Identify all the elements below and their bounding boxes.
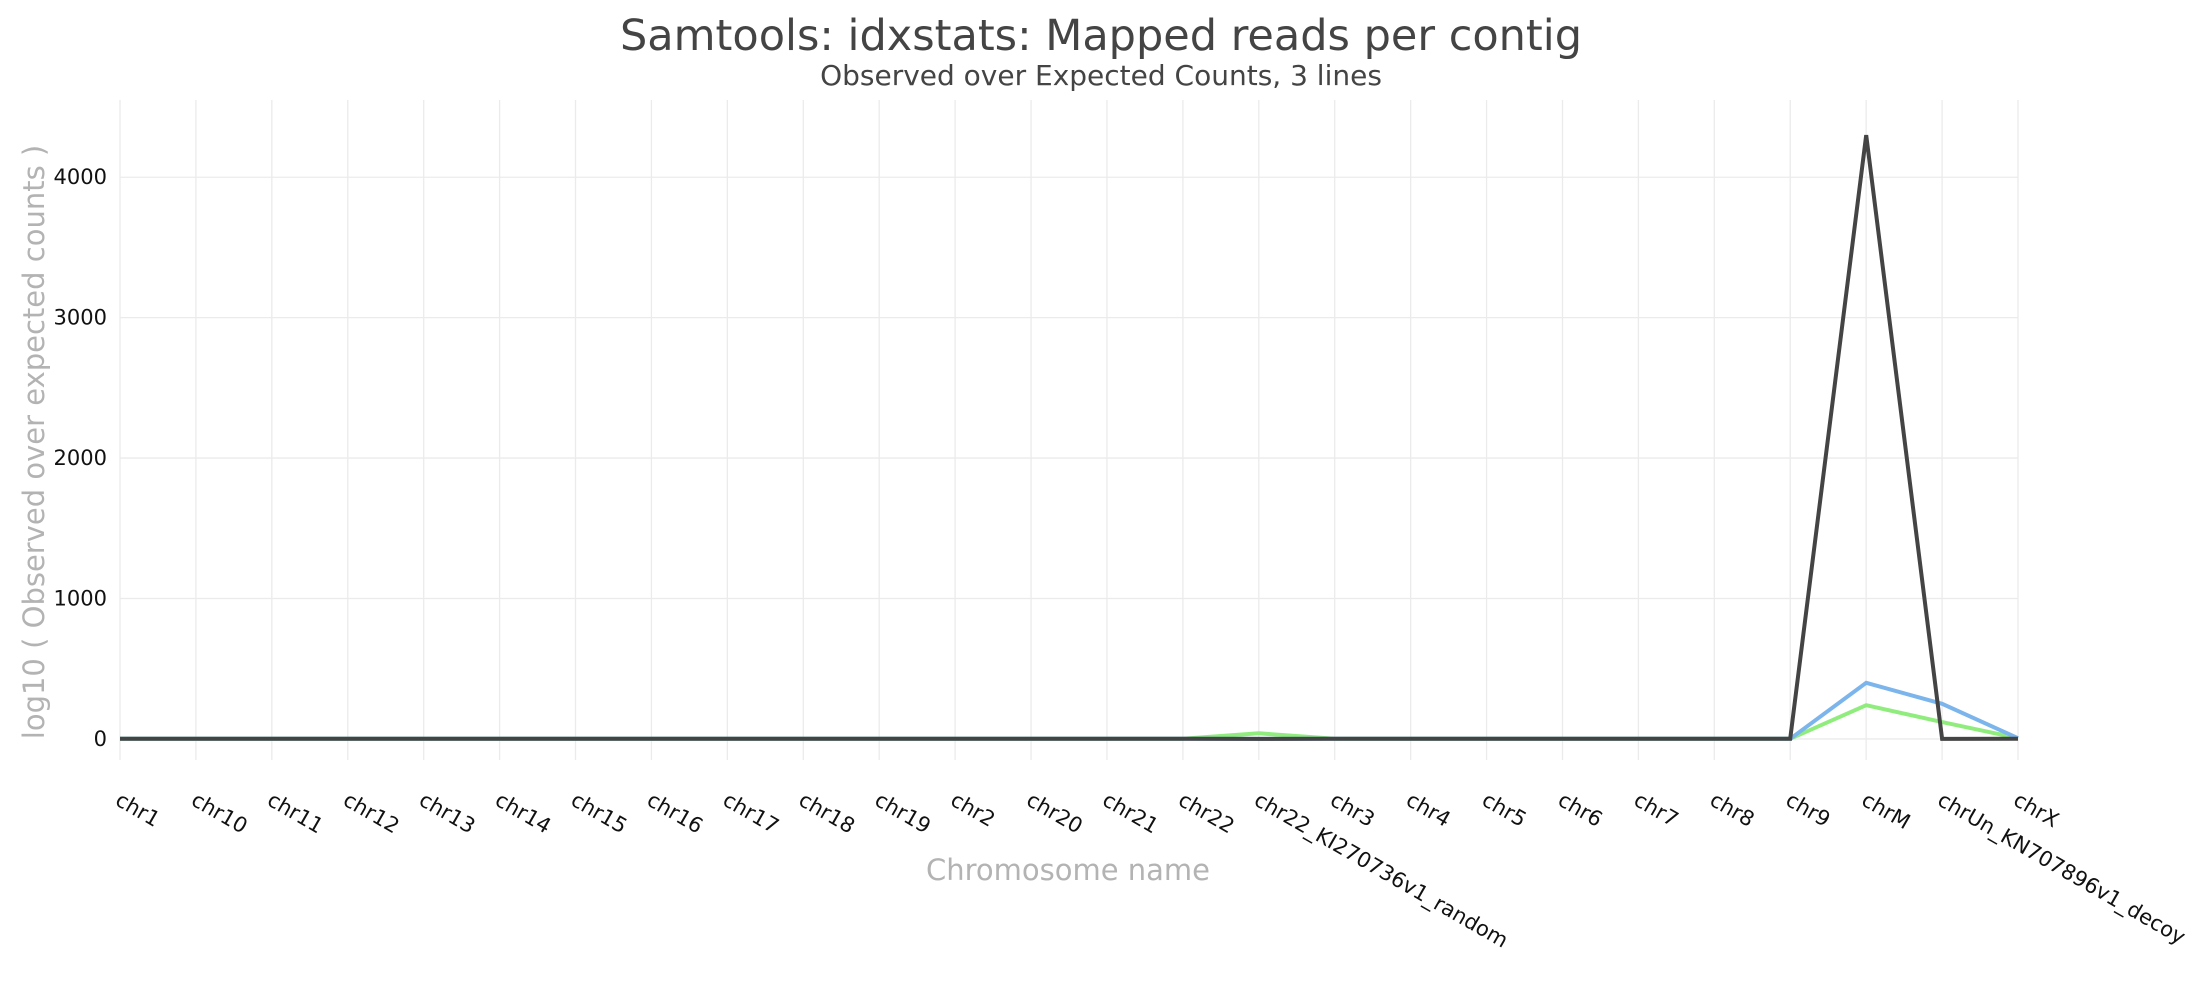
x-tick-label: chrX: [2010, 788, 2063, 833]
y-axis-label: log10 ( Observed over expected counts ): [17, 145, 51, 739]
x-tick-label: chr22_KI270736v1_random: [1250, 788, 1512, 954]
x-tick-label: chr9: [1782, 788, 1835, 832]
y-tick-label: 4000: [54, 165, 107, 189]
x-tick-label: chr4: [1402, 788, 1455, 832]
y-tick-label: 0: [94, 727, 107, 751]
y-tick-label: 2000: [54, 446, 107, 470]
y-tick-label: 1000: [54, 587, 107, 611]
x-tick-label: chr7: [1630, 788, 1683, 832]
x-axis-label: Chromosome name: [926, 853, 1210, 887]
x-tick-label: chr11: [263, 788, 327, 839]
x-tick-label: chr21: [1098, 788, 1162, 839]
x-tick-label: chr14: [491, 788, 555, 839]
x-tick-label: chr22: [1174, 788, 1238, 839]
chart-subtitle: Observed over Expected Counts, 3 lines: [820, 59, 1382, 92]
series-line-3: [120, 703, 2019, 741]
x-tick-label: chr8: [1706, 788, 1759, 832]
x-tick-label: chr20: [1023, 788, 1087, 839]
x-tick-label: chrM: [1858, 788, 1915, 835]
y-axis-ticks: 0 1000 2000 3000 4000: [54, 165, 107, 751]
x-tick-label: chr5: [1478, 788, 1531, 832]
x-tick-label: chr18: [795, 788, 859, 839]
series-lines: [120, 134, 2019, 741]
y-tick-label: 3000: [54, 306, 107, 330]
x-tick-label: chr3: [1326, 788, 1379, 832]
x-tick-label: chr2: [947, 788, 1000, 832]
grid: [119, 100, 2019, 760]
x-tick-label: chr13: [415, 788, 479, 839]
x-tick-label: chr6: [1554, 788, 1607, 832]
x-tick-label: chr1: [112, 788, 165, 832]
x-tick-label: chr16: [643, 788, 707, 839]
x-tick-label: chr12: [339, 788, 403, 839]
chart-title: Samtools: idxstats: Mapped reads per con…: [620, 11, 1582, 61]
x-tick-label: chr15: [567, 788, 631, 839]
x-tick-label: chr19: [871, 788, 935, 839]
series-line-2: [120, 680, 2019, 741]
series-line-1: [120, 134, 2019, 741]
x-tick-label: chr17: [719, 788, 783, 839]
x-tick-label: chr10: [187, 788, 251, 839]
